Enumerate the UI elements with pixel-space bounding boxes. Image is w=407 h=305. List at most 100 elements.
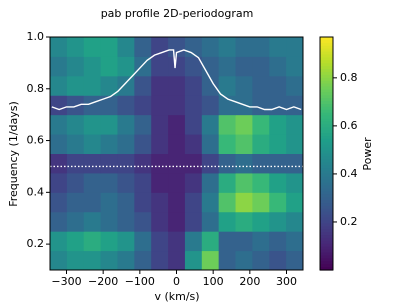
colorbar-swatch <box>320 133 333 137</box>
colorbar-swatch <box>320 237 333 242</box>
heatmap-cell <box>83 37 102 57</box>
heatmap-cell <box>117 192 135 213</box>
colorbar-swatch <box>320 255 333 259</box>
heatmap-cell <box>235 192 253 213</box>
heatmap-cell <box>66 95 85 116</box>
heatmap-cell <box>168 250 186 270</box>
colorbar-swatch <box>320 185 333 190</box>
heatmap-cell <box>168 56 186 77</box>
heatmap-cell <box>66 231 85 252</box>
profile-line <box>51 49 302 111</box>
colorbar-swatch <box>320 165 333 169</box>
colorbar-swatch <box>320 112 333 117</box>
heatmap-cell <box>100 153 118 174</box>
heatmap-cell <box>269 231 287 252</box>
heatmap-cell <box>134 172 152 193</box>
colorbar-swatch <box>320 51 333 56</box>
heatmap-cell <box>286 56 303 77</box>
heatmap-cell <box>252 231 270 252</box>
heatmap-cell <box>286 192 303 213</box>
heatmap-cell <box>66 56 85 77</box>
colorbar-swatch <box>320 60 333 64</box>
heatmap-cell <box>117 172 135 193</box>
heatmap-cell <box>151 192 169 213</box>
colorbar-swatch <box>320 264 333 268</box>
x-tick-label: 200 <box>239 275 260 288</box>
colorbar-swatch <box>320 54 333 58</box>
y-tick-label: 1.0 <box>27 30 45 43</box>
heatmap-cell <box>218 231 237 252</box>
heatmap-cell <box>218 211 237 232</box>
colorbar-swatch <box>320 124 333 128</box>
colorbar-tick-label: 0.6 <box>340 119 358 132</box>
colorbar-swatch <box>320 101 333 105</box>
colorbar-swatch <box>320 197 333 201</box>
heatmap-cell <box>235 75 253 96</box>
colorbar-swatch <box>320 214 333 219</box>
heatmap-cell <box>66 192 85 213</box>
heatmap-cell <box>168 75 186 96</box>
colorbar-swatch <box>320 191 333 195</box>
heatmap-cell <box>50 153 68 174</box>
heatmap-cell <box>286 231 303 252</box>
colorbar-swatch <box>320 136 333 140</box>
x-tick-label: −200 <box>88 275 118 288</box>
heatmap-cell <box>134 37 152 57</box>
heatmap-cell <box>151 95 169 116</box>
colorbar-swatch <box>320 252 333 257</box>
heatmap-cell <box>201 37 220 57</box>
heatmap-cell <box>269 211 287 232</box>
heatmap-cell <box>184 95 203 116</box>
heatmap-cell <box>184 153 203 174</box>
heatmap-cell <box>134 95 152 116</box>
heatmap-cell <box>286 153 303 174</box>
heatmap-cell <box>83 153 102 174</box>
colorbar-swatch <box>320 57 333 61</box>
colorbar-swatch <box>320 243 333 248</box>
heatmap-cell <box>218 134 237 154</box>
heatmap-cell <box>184 250 203 270</box>
heatmap-cell <box>201 192 220 213</box>
colorbar-swatch <box>320 203 333 207</box>
colorbar-swatch <box>320 258 333 262</box>
heatmap-cell <box>50 192 68 213</box>
heatmap-cell <box>83 250 102 270</box>
heatmap-cell <box>286 75 303 96</box>
heatmap-cell <box>117 37 135 57</box>
heatmap-cell <box>134 250 152 270</box>
heatmap-cell <box>50 172 68 193</box>
heatmap-cell <box>151 134 169 154</box>
heatmap-cell <box>252 56 270 77</box>
colorbar-swatch <box>320 130 333 134</box>
x-tick-label: −300 <box>51 275 81 288</box>
heatmap-cell <box>66 37 85 57</box>
heatmap-cell <box>235 134 253 154</box>
colorbar-swatch <box>320 138 333 143</box>
colorbar-swatch <box>320 150 333 155</box>
colorbar-swatch <box>320 267 333 271</box>
colorbar-swatch <box>320 168 333 172</box>
heatmap-cell <box>201 250 220 270</box>
heatmap-cell <box>218 56 237 77</box>
heatmap-cell <box>100 75 118 96</box>
heatmap-cell <box>83 211 102 232</box>
heatmap-cell <box>235 172 253 193</box>
heatmap-cell <box>252 114 270 135</box>
heatmap-cell <box>83 231 102 252</box>
heatmap-cell <box>235 37 253 57</box>
heatmap-cell <box>83 192 102 213</box>
heatmap-cell <box>134 153 152 174</box>
colorbar-swatch <box>320 217 333 222</box>
heatmap-cell <box>50 231 68 252</box>
heatmap-cell <box>66 114 85 135</box>
y-tick-label: 0.2 <box>27 237 45 250</box>
heatmap-cell <box>66 75 85 96</box>
colorbar-swatch <box>320 246 333 251</box>
heatmap-cell <box>201 153 220 174</box>
colorbar-swatch <box>320 63 333 67</box>
colorbar-swatch <box>320 106 333 111</box>
colorbar-swatch <box>320 208 333 213</box>
colorbar-swatch <box>320 173 333 178</box>
heatmap-cell <box>134 192 152 213</box>
